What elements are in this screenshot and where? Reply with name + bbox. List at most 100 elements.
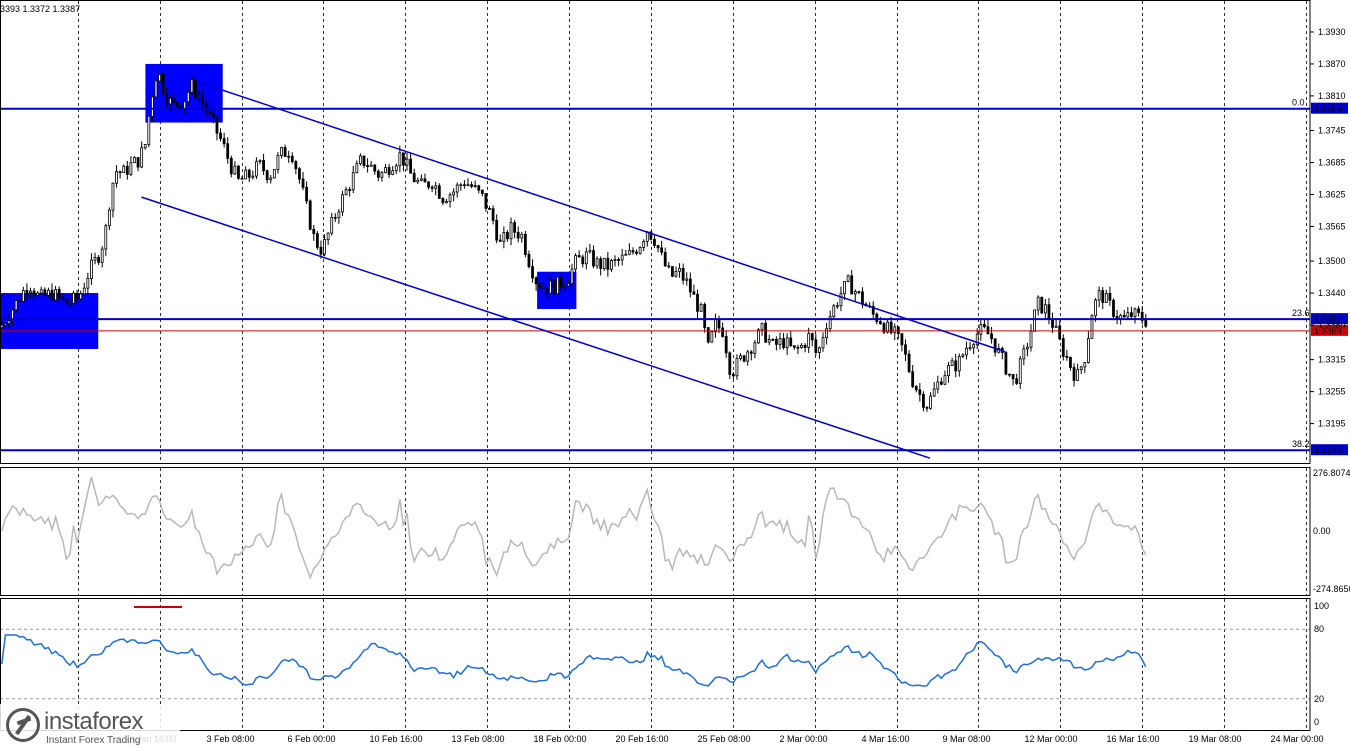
candle-body: [1018, 358, 1022, 384]
candle-body: [893, 326, 897, 334]
candle-body: [541, 286, 545, 289]
candle-body: [1058, 325, 1062, 340]
price-tick-label: 1.3255: [1318, 387, 1346, 397]
candle-body: [140, 147, 144, 168]
candle-body: [194, 79, 197, 99]
time-tick-label: 3 Feb 08:00: [207, 734, 255, 744]
candle-body: [857, 291, 861, 293]
candle-body: [172, 97, 176, 103]
instaforex-logo: instaforex Instant Forex Trading: [0, 704, 180, 750]
candle-body: [161, 74, 165, 95]
logo-tagline: Instant Forex Trading: [46, 735, 141, 746]
cci-pane-border: [0, 467, 1311, 596]
candle-body: [792, 345, 796, 348]
candle-body: [477, 185, 481, 191]
candle-body: [445, 201, 448, 204]
candle-body: [523, 233, 527, 255]
candle-body: [993, 338, 997, 353]
cci-tick-label: 0.00: [1313, 526, 1331, 536]
candle-body: [506, 232, 509, 240]
candle-body: [355, 163, 359, 174]
candle-body: [531, 266, 534, 279]
candle-body: [527, 254, 531, 268]
candle-body: [1026, 346, 1029, 350]
candle-body: [714, 319, 717, 333]
candle-body: [480, 189, 484, 194]
candle-body: [602, 257, 606, 269]
candle-body: [344, 189, 348, 196]
candle-body: [1133, 308, 1137, 317]
candle-body: [563, 285, 567, 288]
candle-body: [90, 259, 93, 279]
candle-body: [122, 165, 126, 174]
candle-body: [545, 286, 549, 294]
candle-body: [509, 222, 513, 240]
candle-body: [402, 152, 405, 166]
candle-body: [961, 354, 965, 357]
candle-body: [982, 324, 986, 328]
candle-body: [154, 80, 158, 98]
candle-body: [1040, 296, 1044, 314]
candle-body: [247, 169, 251, 178]
candle-body: [914, 386, 918, 391]
time-grid: [78, 1, 1307, 730]
candle-body: [789, 337, 793, 347]
candle-body: [520, 233, 524, 239]
candle-body: [610, 260, 613, 270]
candle-body: [208, 111, 212, 114]
candle-body: [488, 207, 491, 210]
candle-body: [1094, 299, 1097, 317]
rsi-tick-label: 100: [1314, 601, 1329, 611]
candle-body: [1011, 374, 1015, 380]
candle-body: [749, 351, 753, 354]
candle-body: [818, 347, 821, 353]
price-tick-label: 1.3195: [1318, 419, 1346, 429]
candle-body: [405, 158, 409, 166]
time-tick-label: 6 Feb 00:00: [288, 734, 336, 744]
candle-body: [567, 283, 570, 287]
candle-body: [463, 184, 466, 187]
candle-body: [1130, 312, 1133, 317]
candle-body: [341, 194, 344, 213]
candle-body: [18, 300, 22, 302]
candle-body: [1004, 352, 1008, 375]
candle-body: [753, 342, 757, 354]
time-tick-label: 10 Feb 16:00: [370, 734, 423, 744]
candle-body: [645, 231, 649, 242]
candle-body: [287, 155, 291, 158]
price-tick-label: 1.3745: [1318, 126, 1346, 136]
candle-body: [853, 291, 857, 295]
candle-body: [147, 115, 151, 145]
time-tick-label: 20 Feb 16:00: [616, 734, 669, 744]
candle-body: [21, 289, 25, 302]
candle-body: [294, 161, 298, 170]
time-tick-label: 12 Mar 00:00: [1025, 734, 1078, 744]
candle-body: [957, 355, 961, 372]
candle-body: [828, 316, 832, 330]
candle-body: [807, 333, 811, 348]
candle-body: [620, 254, 624, 261]
candle-body: [57, 289, 61, 298]
candle-body: [588, 250, 592, 253]
candle-body: [437, 185, 441, 199]
highlight-box: [0, 293, 99, 349]
channel-upper-line: [194, 80, 1006, 353]
candle-body: [452, 191, 456, 196]
candle-body: [918, 389, 922, 395]
candle-body: [843, 280, 846, 295]
candle-body: [244, 169, 248, 180]
candle-body: [832, 305, 836, 318]
candle-body: [975, 333, 979, 346]
price-tick-label: 1.3810: [1318, 91, 1346, 101]
candle-body: [1097, 290, 1101, 301]
candle-body: [785, 337, 789, 349]
candle-body: [1047, 304, 1051, 320]
current-price-label: 1.3369: [1314, 326, 1342, 336]
price-tag-box: [1311, 313, 1348, 325]
rsi-pane-border: [0, 598, 1311, 731]
candle-body: [642, 240, 646, 248]
candle-body: [950, 360, 954, 366]
candle-body: [742, 355, 746, 362]
candle-body: [502, 232, 506, 242]
